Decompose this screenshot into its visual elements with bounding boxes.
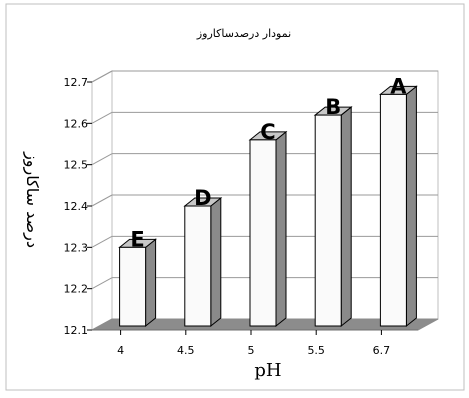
plot-area: 12.1 12.2 12.3 12.4 12.5 12.6 12.7 E 4 D 4.5 C 5 B 5.5… — [64, 70, 439, 357]
y-tick-label: 12.5 — [64, 159, 89, 172]
gridline-side — [91, 111, 113, 124]
bar-side — [340, 106, 352, 328]
bar-letter-label: B — [325, 95, 341, 119]
y-tick-label: 12.7 — [64, 76, 89, 89]
bar-letter-label: E — [130, 227, 144, 251]
x-tick-label: 5.5 — [307, 344, 325, 357]
bar — [119, 246, 147, 327]
bar-letter-label: C — [260, 120, 275, 144]
bar — [184, 205, 212, 327]
bar-side — [210, 196, 222, 328]
y-tick-label: 12.3 — [64, 241, 89, 254]
gridline-side — [91, 277, 113, 290]
gridline-side — [91, 153, 113, 166]
bar — [379, 93, 407, 327]
bar-letter-label: A — [390, 74, 407, 98]
bar — [314, 114, 342, 327]
x-tick-label: 6.7 — [373, 344, 391, 357]
x-tick-label: 4 — [117, 344, 124, 357]
x-tick-label: 4.5 — [177, 344, 195, 357]
y-tick-label: 12.6 — [64, 117, 89, 130]
x-axis-label: pH — [254, 360, 281, 381]
bar-letter-label: D — [194, 186, 211, 210]
y-tick-label: 12.2 — [64, 283, 89, 296]
gridline-side — [91, 194, 113, 207]
y-tick-label: 12.4 — [64, 200, 89, 213]
bar-side — [275, 130, 287, 328]
y-tick-label: 12.1 — [64, 324, 89, 337]
bar-side — [145, 238, 157, 328]
bar-side — [405, 85, 417, 328]
bar — [249, 139, 277, 327]
gridline-side — [91, 70, 113, 83]
x-tick-label: 5 — [248, 344, 255, 357]
y-axis-label: درصد ساکاروز — [22, 151, 42, 248]
chart-title: نمودار درصدساکاروز — [196, 27, 291, 40]
gridline-side — [91, 235, 113, 248]
